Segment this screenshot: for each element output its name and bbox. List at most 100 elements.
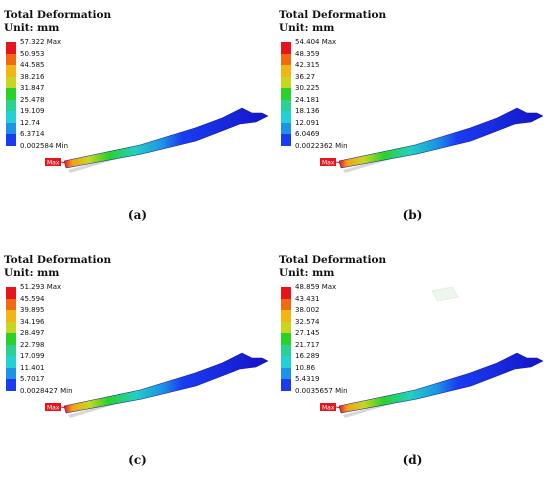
legend-label: 21.717 <box>295 340 320 349</box>
max-tag-pointer <box>335 161 342 164</box>
legend-swatch <box>281 298 291 310</box>
legend-swatch <box>281 287 291 299</box>
legend-swatch <box>281 122 291 134</box>
legend-swatch <box>6 65 16 77</box>
legend-swatch <box>281 88 291 100</box>
result-panel: Total Deformation Unit: mm 57.322 Max 50.95… <box>0 0 275 245</box>
legend-label: 38.002 <box>295 306 320 314</box>
legend-swatch <box>281 65 291 77</box>
max-tag-pointer <box>60 406 67 409</box>
legend-swatch <box>281 134 291 146</box>
legend-label: 0.0022362 Min <box>295 141 348 150</box>
legend-label: 22.798 <box>20 340 45 349</box>
max-tag-label: Max <box>47 160 60 167</box>
legend-swatch <box>281 321 291 333</box>
panel-unit: Unit: mm <box>4 22 60 34</box>
blade-shape <box>63 107 269 169</box>
legend-swatch <box>281 356 291 368</box>
legend-swatch <box>6 356 16 368</box>
result-panel: Total Deformation Unit: mm 54.404 Max 48.35… <box>275 0 550 245</box>
legend-swatch <box>281 111 291 123</box>
legend-swatch <box>281 310 291 322</box>
legend-swatch <box>281 53 291 65</box>
legend-label: 51.293 Max <box>20 283 62 291</box>
panel-caption: (c) <box>128 453 147 467</box>
legend-label: 32.574 <box>295 317 320 326</box>
legend-swatch <box>6 134 16 146</box>
legend-label: 19.109 <box>20 107 45 115</box>
legend-swatch <box>6 298 16 310</box>
legend-swatch <box>6 42 16 54</box>
legend-label: 34.196 <box>20 317 45 326</box>
legend-swatch <box>6 99 16 111</box>
result-panel: Total Deformation Unit: mm 48.859 Max 43.43… <box>275 245 550 490</box>
legend-label: 5.4319 <box>295 375 320 383</box>
blade-shape <box>63 352 269 414</box>
legend-swatch <box>281 367 291 379</box>
legend-label: 39.895 <box>20 306 45 314</box>
legend-label: 31.847 <box>20 84 45 92</box>
panel-caption: (a) <box>127 208 148 222</box>
max-tag-label: Max <box>322 160 335 167</box>
legend-label: 10.86 <box>295 363 316 372</box>
legend-label: 0.0028427 Min <box>20 386 73 395</box>
legend-label: 42.315 <box>295 61 320 69</box>
panel-unit: Unit: mm <box>279 267 335 279</box>
max-tag <box>45 158 61 166</box>
faint-artifact <box>430 285 460 303</box>
legend-label: 6.0469 <box>295 130 320 138</box>
legend-swatch <box>6 321 16 333</box>
max-tag-label: Max <box>47 405 60 412</box>
legend-label: 0.002584 Min <box>20 141 69 150</box>
blade-shape <box>338 107 544 169</box>
max-tag <box>320 158 336 166</box>
max-tag-pointer <box>335 406 342 409</box>
legend-swatch <box>281 76 291 88</box>
blade-shape <box>338 352 544 414</box>
max-tag-label: Max <box>322 405 335 412</box>
legend-swatch <box>6 122 16 134</box>
legend-label: 44.585 <box>20 61 45 69</box>
max-tag <box>45 403 61 411</box>
legend-label: 48.359 <box>295 49 320 58</box>
legend-swatch <box>6 310 16 322</box>
blade-deformation-plot: Max <box>45 107 269 173</box>
panel-title: Total Deformation <box>279 9 387 21</box>
legend-label: 30.225 <box>295 84 320 92</box>
legend-label: 6.3714 <box>20 130 45 138</box>
legend-label: 27.145 <box>295 329 320 337</box>
panel-caption: (d) <box>402 453 423 467</box>
panel-unit: Unit: mm <box>4 267 60 279</box>
legend-swatch <box>281 379 291 391</box>
legend-label: 16.289 <box>295 352 320 360</box>
legend-label: 28.497 <box>20 329 45 337</box>
legend-label: 45.594 <box>20 294 45 303</box>
legend-swatch <box>281 99 291 111</box>
legend-swatch <box>6 344 16 356</box>
legend-label: 18.136 <box>295 107 320 115</box>
legend-label: 17.099 <box>20 352 45 360</box>
legend-label: 11.401 <box>20 363 45 372</box>
legend-label: 57.322 Max <box>20 38 62 46</box>
legend-label: 24.181 <box>295 95 320 104</box>
legend-label: 25.478 <box>20 95 45 104</box>
legend-swatch <box>6 379 16 391</box>
max-tag-pointer <box>60 161 67 164</box>
panel-caption: (b) <box>402 208 423 222</box>
legend-label: 12.74 <box>20 118 41 127</box>
blade-deformation-plot: Max <box>320 352 544 418</box>
legend-label: 12.091 <box>295 118 320 127</box>
legend-label: 36.27 <box>295 72 316 81</box>
legend-label: 54.404 Max <box>295 38 337 46</box>
legend-swatch <box>6 333 16 345</box>
legend-label: 48.859 Max <box>295 283 337 291</box>
legend-swatch <box>6 287 16 299</box>
blade-deformation-plot: Max <box>320 107 544 173</box>
legend-swatch <box>6 76 16 88</box>
panel-title: Total Deformation <box>279 254 387 266</box>
legend-swatch <box>281 333 291 345</box>
legend-label: 43.431 <box>295 294 320 303</box>
legend-swatch <box>6 53 16 65</box>
legend-label: 5.7017 <box>20 375 45 383</box>
panel-title: Total Deformation <box>4 9 112 21</box>
